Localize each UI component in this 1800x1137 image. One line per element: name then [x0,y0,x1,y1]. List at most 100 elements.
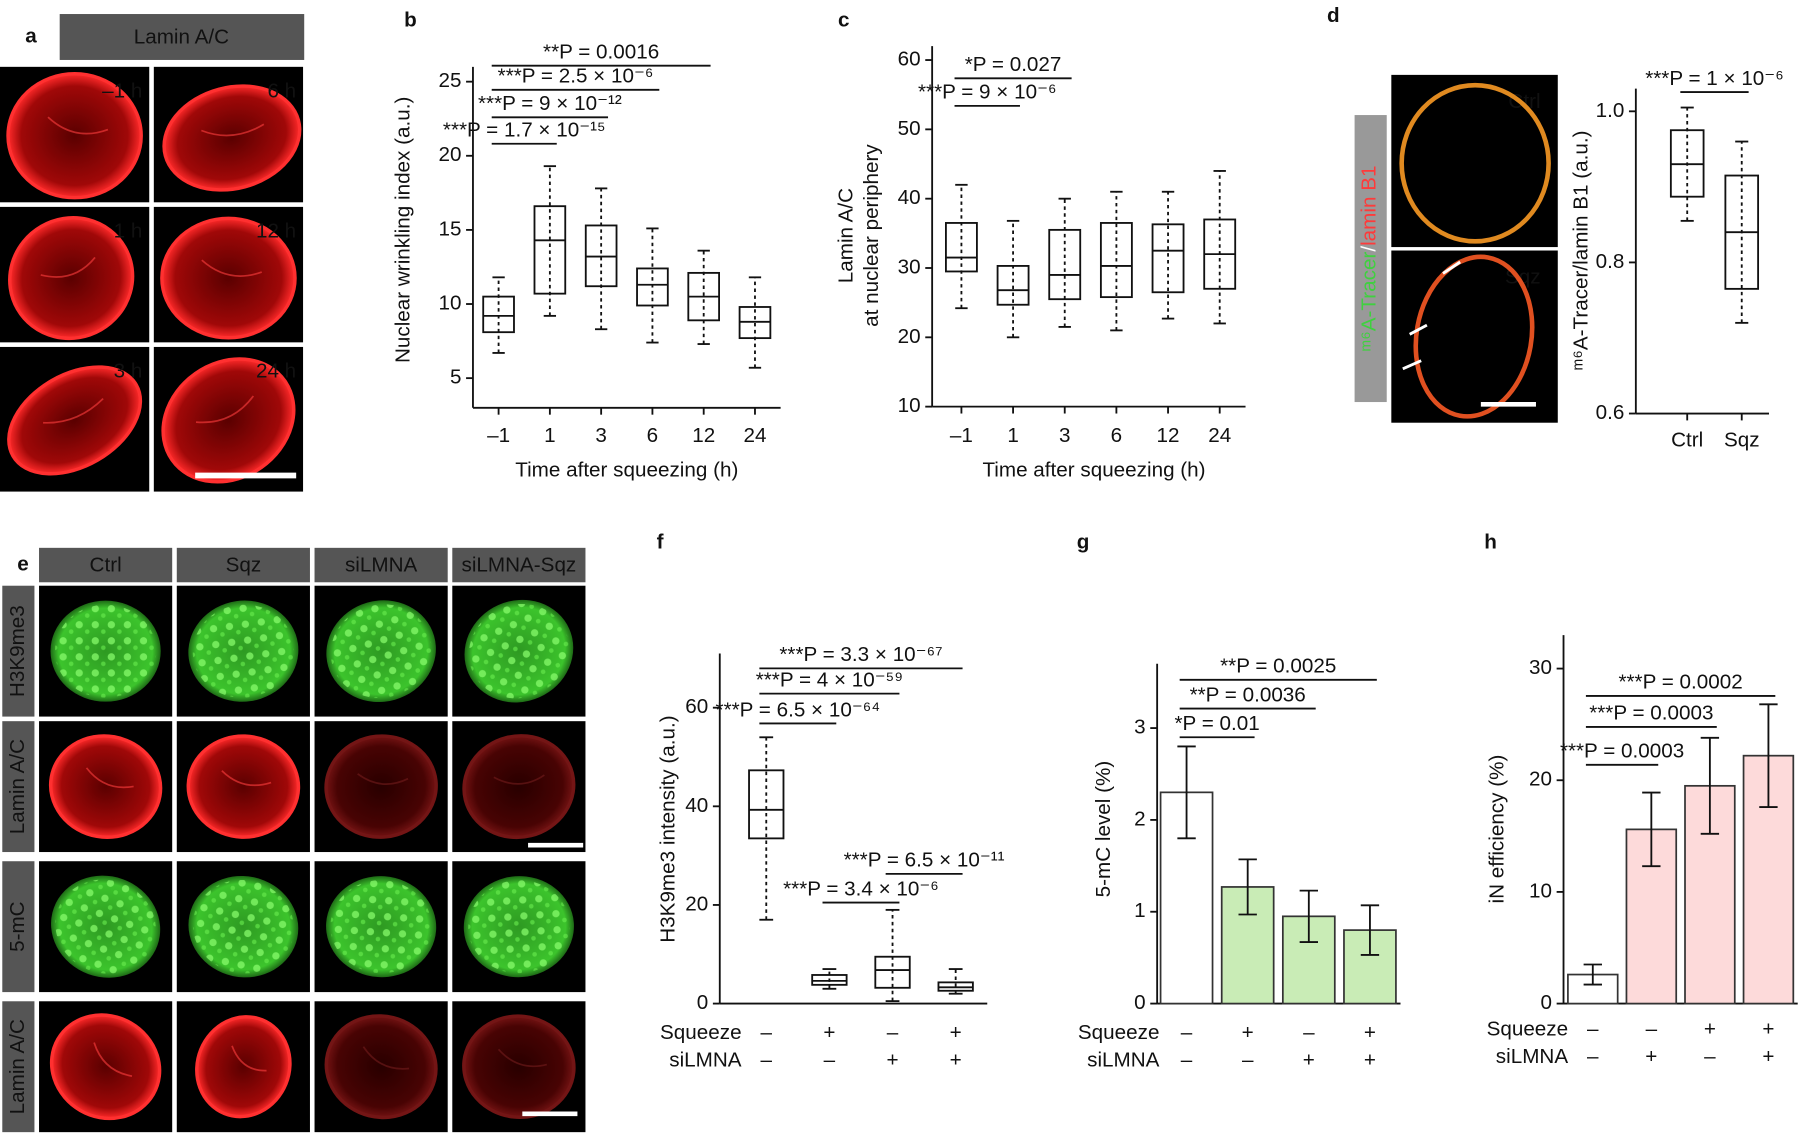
time-label: 1 h [114,220,143,243]
column-header-box [176,547,310,583]
row-sign: + [1242,1021,1254,1044]
y-axis-label: ᵐ⁶A-Tracer/lamin B1 (a.u.) [1569,131,1592,371]
box [1048,228,1082,301]
row-sign: – [1587,1045,1599,1068]
nucleus [324,734,438,839]
y-axis-label: Lamin A/C [835,188,858,283]
wrinkle [85,767,134,789]
x-tick-label: –1 [950,424,973,447]
nucleus-body [160,216,297,340]
nucleus-body [48,734,163,839]
y-tick-label: 5 [450,366,462,389]
nucleus [7,365,143,476]
row-label: Squeeze [1487,1017,1569,1040]
nucleus-foci [192,604,294,698]
nucleus [326,600,436,703]
arrow [1402,359,1422,371]
x-tick-label: Ctrl [1671,429,1703,452]
arrow [1442,260,1462,275]
bar [1742,754,1795,1005]
y-axis-label: H3K9me3 intensity (a.u.) [657,715,680,942]
nucleus-foci [55,879,156,974]
row-sign: – [1303,1021,1315,1044]
nucleus [462,734,576,840]
nucleus-foci [330,604,432,698]
significance-label: **P = 0.0016 [543,41,659,64]
row-sign: + [1364,1048,1376,1071]
x-axis-label: Time after squeezing (h) [982,458,1205,481]
nucleus [51,875,161,978]
significance-label: **P = 0.0025 [1220,655,1336,678]
nucleus [188,600,299,702]
y-axis-label: 5-mC level (%) [1092,761,1115,898]
column-header: siLMNA [345,554,418,577]
y-axis-label: at nuclear periphery [860,144,883,327]
nucleus [48,734,163,839]
wrinkle [40,256,96,278]
wrinkle [195,395,255,424]
y-tick-label: 0 [697,991,709,1014]
nucleus [324,1014,438,1120]
nucleus-body [462,734,576,840]
x-tick-label: 1 [544,424,556,447]
wrinkle [493,774,545,785]
y-tick-label: 50 [898,117,921,140]
nucleus-rim [1399,82,1551,244]
nucleus [188,875,299,978]
panel-label: h [1484,531,1497,554]
wrinkle [201,259,263,277]
nucleus-foci [330,880,432,974]
column-header: Sqz [226,554,262,577]
significance-label: ***P = 1 × 10⁻⁶ [1645,67,1783,90]
nucleus-body [161,357,296,484]
panel-label: a [25,24,37,47]
box [636,267,669,307]
panel-label: d [1327,4,1340,27]
row-sign: + [1303,1048,1315,1071]
box [533,205,567,295]
wrinkle [221,770,272,787]
significance-label: ***P = 9 × 10⁻¹² [478,92,622,115]
x-axis-label: Time after squeezing (h) [515,458,738,481]
y-tick-label: 0.6 [1596,401,1625,424]
nucleus-body [8,216,135,341]
column-header-box [314,547,448,583]
box [874,955,911,989]
nucleus [6,72,143,200]
y-axis-label: iN efficiency (%) [1486,755,1509,904]
row-sign: – [824,1048,836,1071]
image-label: Ctrl [1508,90,1540,113]
y-tick-label: 20 [438,143,461,166]
y-tick-label: 30 [1529,656,1552,679]
time-label: 3 h [114,360,143,383]
row-sign: – [1181,1048,1193,1071]
wrinkle [231,1045,267,1072]
x-tick-label: 12 [1157,424,1180,447]
nucleus [50,600,161,702]
box [482,295,515,334]
row-sign: + [950,1048,962,1071]
box [996,265,1030,306]
row-sign: + [1762,1045,1774,1068]
nucleus-body [324,1014,438,1120]
wrinkle [93,1042,133,1077]
row-header: H3K9me3 [6,605,29,697]
y-tick-label: 1.0 [1596,99,1625,122]
time-label: 24 h [256,360,296,383]
y-tick-label: 0.8 [1596,250,1625,273]
x-tick-label: Sqz [1724,429,1760,452]
row-sign: + [950,1021,962,1044]
row-sign: – [1587,1017,1599,1040]
y-tick-label: 60 [685,695,708,718]
row-header-box [2,1001,35,1133]
significance-label: ***P = 0.0003 [1589,702,1713,725]
wrinkle [497,1048,548,1068]
box [748,769,785,840]
row-sign: + [1364,1021,1376,1044]
significance-label: ***P = 6.5 × 10⁻¹¹ [844,849,1005,872]
wrinkle [201,123,265,137]
nucleus [195,1015,292,1119]
column-header: Ctrl [90,554,122,577]
box [811,974,848,986]
